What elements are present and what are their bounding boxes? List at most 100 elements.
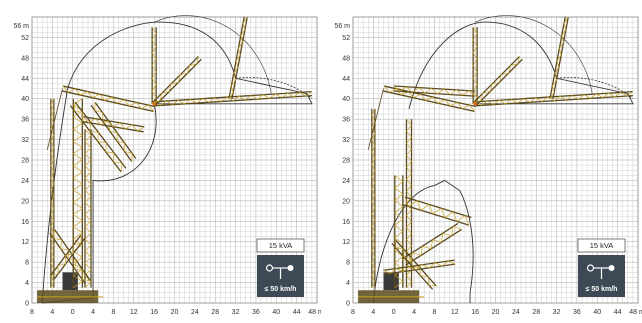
y-tick-label: 0 <box>25 301 29 308</box>
boom-bracing <box>50 235 82 277</box>
turntable <box>62 272 78 291</box>
y-tick-label: 4 <box>25 280 29 287</box>
y-tick-label: 12 <box>21 239 29 246</box>
y-tick-label: 48 <box>342 55 350 62</box>
y-unit-label: 56 m <box>334 23 350 30</box>
y-tick-label: 44 <box>342 76 350 83</box>
boom-chord <box>549 16 566 99</box>
lower-brace <box>383 259 456 275</box>
y-tick-label: 16 <box>342 219 350 226</box>
x-tick-label: 8 <box>30 309 34 316</box>
y-tick-label: 32 <box>21 137 29 144</box>
wind-limit-icon <box>586 264 615 279</box>
boom-chord <box>62 85 155 108</box>
y-tick-label: 20 <box>21 198 29 205</box>
hoist-cable <box>367 88 384 150</box>
wind-limit-label: ≤ 50 km/h <box>265 286 297 293</box>
jib-raised <box>549 16 569 100</box>
boom-chord <box>69 105 122 173</box>
x-tick-label: 20 <box>492 309 500 316</box>
x-tick-label: 12 <box>451 309 459 316</box>
boom-chord <box>393 85 476 92</box>
x-unit-label: 48 m <box>308 309 321 316</box>
power-rating-label: 15 kVA <box>590 241 614 250</box>
reach-diagram-right: 0 4 8 12 16 20 24 28 32 36 40 44 48 52 56 m 8 4 0 4 8 12 16 20… <box>321 0 642 323</box>
boom-bracing <box>84 129 92 288</box>
boom-chord <box>61 90 154 113</box>
y-tick-label: 8 <box>346 260 350 267</box>
envelope-upper <box>408 21 634 110</box>
x-tick-label: 8 <box>432 309 436 316</box>
boom-chord <box>83 116 145 128</box>
secondary-tower <box>84 129 92 288</box>
turntable <box>383 272 399 291</box>
boom-bracing <box>383 85 475 112</box>
boom-chord <box>393 90 476 97</box>
x-tick-label: 44 <box>614 309 622 316</box>
working-envelope <box>41 15 313 304</box>
boom-chord <box>401 222 459 260</box>
power-rating-badge <box>256 238 305 253</box>
plot-frame <box>31 16 318 304</box>
boom-chord <box>383 85 476 108</box>
boom-chord <box>228 16 245 99</box>
lower-brace <box>49 234 86 280</box>
jib-diagonal <box>473 55 523 106</box>
boom-bracing <box>395 240 437 287</box>
envelope-lower <box>372 179 474 304</box>
boom-bracing <box>473 56 520 103</box>
y-tick-label: 16 <box>21 219 29 226</box>
envelope-outline <box>41 21 313 304</box>
boom-bracing <box>393 85 476 97</box>
pivot-joint <box>473 102 477 106</box>
y-tick-label: 4 <box>346 280 350 287</box>
envelope-inner-arc <box>475 15 593 94</box>
y-tick-label: 48 <box>21 55 29 62</box>
boom-bracing <box>83 116 145 132</box>
x-tick-label: 28 <box>211 309 219 316</box>
y-tick-label: 8 <box>25 260 29 267</box>
x-tick-label: 32 <box>553 309 561 316</box>
boom-chord <box>404 196 472 219</box>
x-tick-label: 0 <box>392 309 396 316</box>
x-tick-label: 28 <box>532 309 540 316</box>
y-tick-label: 36 <box>342 117 350 124</box>
x-tick-label: 16 <box>471 309 479 316</box>
x-tick-label: 12 <box>130 309 138 316</box>
y-tick-label: 24 <box>342 178 350 185</box>
boom-chord <box>53 237 86 280</box>
boom-chord <box>552 17 569 100</box>
x-tick-label: 32 <box>232 309 240 316</box>
power-rating-label: 15 kVA <box>269 241 293 250</box>
x-tick-label: 16 <box>150 309 158 316</box>
x-tick-label: 0 <box>71 309 75 316</box>
boom-chord <box>395 239 437 287</box>
anemometer-cup <box>608 265 615 271</box>
boom-chord <box>74 101 127 169</box>
x-tick-label: 8 <box>111 309 115 316</box>
boom-chord <box>152 55 199 103</box>
y-tick-label: 52 <box>21 35 29 42</box>
x-tick-label: 44 <box>293 309 301 316</box>
boom-bracing <box>549 17 569 99</box>
hoist-cable <box>46 88 63 150</box>
x-tick-label: 24 <box>512 309 520 316</box>
folding-arm-2 <box>90 101 137 162</box>
x-tick-label: 36 <box>252 309 260 316</box>
x-tick-label: 4 <box>91 309 95 316</box>
reach-diagram-left: 0 4 8 12 16 20 24 28 32 36 40 44 48 52 56 m 8 4 0 4 8 12 16 20… <box>13 15 321 316</box>
crane-structure <box>37 16 313 303</box>
boom-chord <box>382 90 475 113</box>
y-tick-label: 36 <box>21 117 29 124</box>
folding-arm <box>69 101 127 173</box>
y-tick-label: 28 <box>21 158 29 165</box>
x-tick-label: 4 <box>412 309 416 316</box>
y-tick-label: 28 <box>342 158 350 165</box>
y-tick-label: 24 <box>21 178 29 185</box>
pivot-joint <box>152 102 156 106</box>
y-tick-label: 44 <box>21 76 29 83</box>
top-arm <box>393 85 476 97</box>
folding-arm-3 <box>82 116 145 133</box>
